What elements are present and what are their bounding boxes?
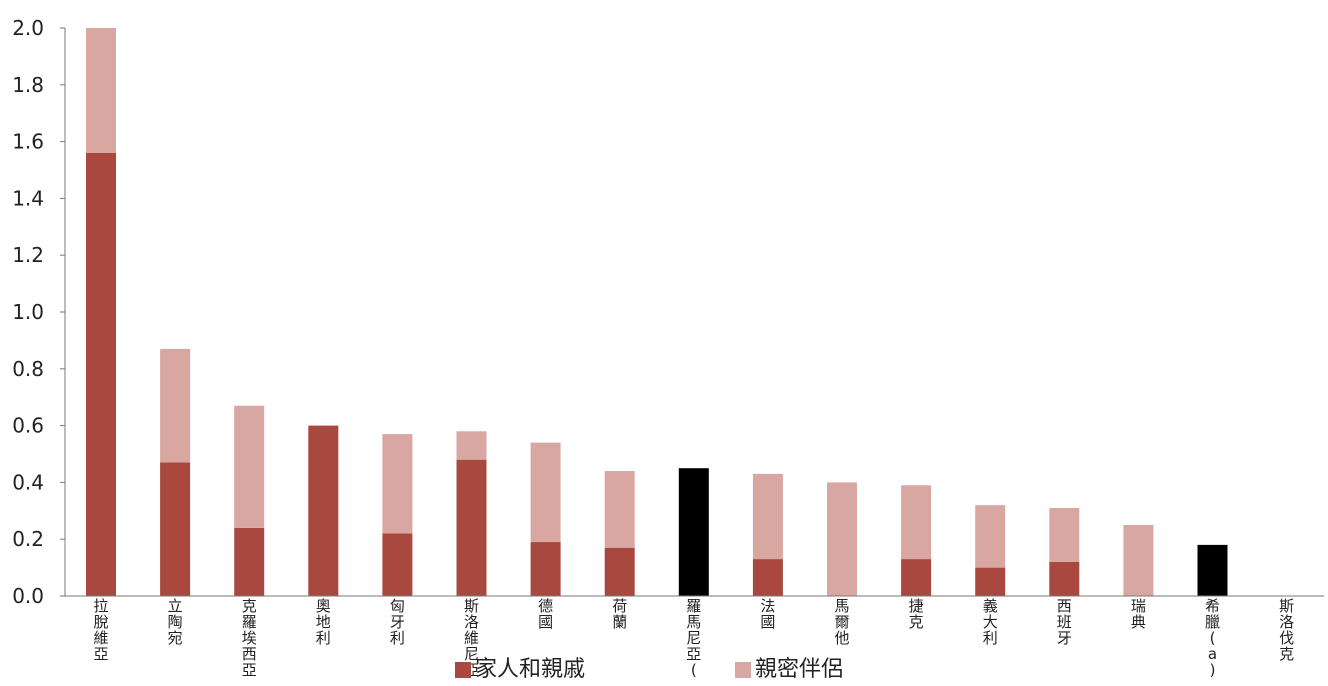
bar-segment-partner xyxy=(901,485,932,560)
y-tick-label: 0.6 xyxy=(12,414,44,438)
x-category-label: 奧地利 xyxy=(316,597,331,647)
y-tick-label: 1.0 xyxy=(12,300,44,324)
bar-segment-family xyxy=(604,547,635,596)
y-tick-label: 1.6 xyxy=(12,130,44,154)
y-tick-label: 0.8 xyxy=(12,357,44,381)
bar-segment-family xyxy=(308,425,339,596)
y-tick-label: 1.8 xyxy=(12,73,44,97)
legend: 家人和親戚 親密伴侶 xyxy=(455,658,843,682)
x-category-label: 馬爾他 xyxy=(834,597,849,647)
bar-segment-family xyxy=(975,567,1006,596)
x-category-label: 匈牙利 xyxy=(390,597,405,647)
x-category-label: 希臘(a) xyxy=(1205,597,1220,679)
y-tick-label: 2.0 xyxy=(12,16,44,40)
bar-segment-partner xyxy=(456,431,487,460)
bar-segment-partner xyxy=(1123,525,1154,596)
y-tick-label: 0.4 xyxy=(12,470,44,494)
legend-label-family: 家人和親戚 xyxy=(475,657,586,682)
y-axis: 0.0 0.2 0.4 0.6 0.8 1.0 1.2 1.4 1.6 1.8 2.0 xyxy=(12,16,66,608)
legend-label-partner: 親密伴侶 xyxy=(755,657,844,682)
bar-segment-partner xyxy=(604,471,635,548)
bar-segment-partner xyxy=(160,348,191,463)
x-category-label: 拉脫維亞 xyxy=(93,597,108,663)
legend-swatch-family xyxy=(455,662,471,678)
x-category-label: 斯洛維尼亞 xyxy=(464,597,479,679)
bar-segment-family xyxy=(901,559,932,596)
y-tick-label: 1.4 xyxy=(12,186,44,210)
y-tick-label: 0.0 xyxy=(12,584,44,608)
bar-segment-family xyxy=(752,559,783,596)
x-category-label: 立陶宛 xyxy=(168,597,183,647)
x-category-label: 荷蘭 xyxy=(612,597,627,631)
bar-segment-partner xyxy=(1049,507,1080,562)
x-category-label: 法國 xyxy=(760,597,775,631)
legend-item-partner: 親密伴侶 xyxy=(735,658,843,682)
x-category-label: 克羅埃西亞 xyxy=(242,597,257,679)
x-axis: 拉脫維亞 立陶宛 克羅埃西亞 奧地利 匈牙利 斯洛維尼亞 德國 荷蘭 羅馬尼亞(a) 法國 馬爾他 捷… xyxy=(65,595,1324,686)
bar-segment-partner xyxy=(530,442,561,543)
bar-segment-family xyxy=(160,462,191,596)
bar-total-only xyxy=(1197,544,1228,596)
bar-segment-family xyxy=(530,542,561,596)
bar-segment-family xyxy=(456,459,487,596)
bar-segment-family xyxy=(1049,561,1080,596)
bar-segment-partner xyxy=(975,505,1006,568)
x-category-label: 斯洛伐克 xyxy=(1279,597,1294,663)
x-category-label: 德國 xyxy=(538,597,553,631)
legend-item-family: 家人和親戚 xyxy=(455,658,585,682)
bar-segment-partner xyxy=(752,473,783,560)
bar-segment-partner xyxy=(234,405,265,528)
x-category-label: 羅馬尼亞(a) xyxy=(686,597,701,682)
bar-segment-partner xyxy=(86,28,116,153)
bar-group xyxy=(86,28,1228,596)
bar-segment-family xyxy=(234,527,265,596)
bar-segment-partner xyxy=(827,482,857,596)
x-category-label: 西班牙 xyxy=(1057,597,1072,647)
bar-total-only xyxy=(678,468,709,596)
bar-segment-partner xyxy=(382,434,413,534)
y-tick-label: 0.2 xyxy=(12,527,44,551)
legend-swatch-partner xyxy=(735,662,752,678)
x-category-label: 義大利 xyxy=(983,597,998,647)
x-category-label: 瑞典 xyxy=(1131,597,1146,631)
y-tick-label: 1.2 xyxy=(12,243,44,267)
bar-segment-family xyxy=(382,533,413,596)
bar-segment-family xyxy=(86,152,116,596)
x-category-label: 捷克 xyxy=(909,597,924,631)
